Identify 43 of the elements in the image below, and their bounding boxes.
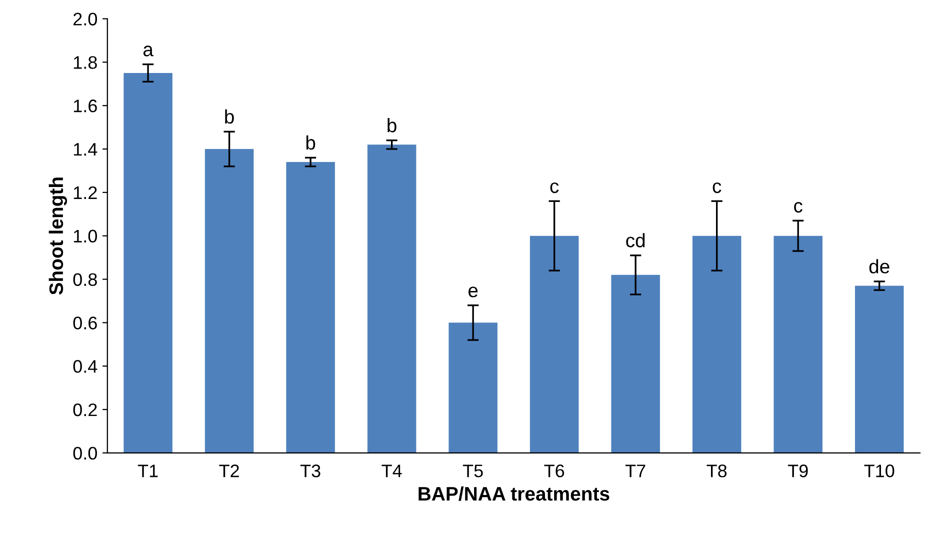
y-tick-label: 0.8 <box>73 273 97 286</box>
y-tick-label: 2.0 <box>74 12 97 26</box>
y-tick-label: 0.4 <box>73 360 98 373</box>
y-tick-label: 0.2 <box>73 403 97 416</box>
x-tick-label: T10 <box>864 464 894 478</box>
annotation: b <box>306 135 316 150</box>
bar <box>124 73 172 453</box>
y-tick-label: 1.2 <box>74 186 97 199</box>
annotation: a <box>143 46 154 56</box>
annotation: c <box>794 202 802 213</box>
y-tick-label: 1.8 <box>74 56 97 69</box>
bar <box>448 322 498 453</box>
x-tick-label: T2 <box>219 464 239 478</box>
y-tick-label: 0.6 <box>73 316 97 330</box>
x-tick-label: T9 <box>788 464 808 478</box>
annotation: de <box>869 259 890 274</box>
annotation: b <box>225 109 234 124</box>
bar <box>530 236 579 453</box>
y-tick-label: 1.6 <box>74 100 97 112</box>
y-tick-label: 1.0 <box>74 230 97 243</box>
x-tick-label: T3 <box>300 464 320 478</box>
bar <box>286 162 335 453</box>
annotation: cd <box>626 233 645 248</box>
x-tick-label: T8 <box>706 464 727 478</box>
bar <box>854 286 904 453</box>
y-tick-label: 1.4 <box>74 143 98 156</box>
bar <box>204 149 254 453</box>
x-axis-title: BAP/NAA treatments <box>418 486 610 501</box>
annotation: c <box>550 182 559 194</box>
x-tick-label: T6 <box>544 464 564 478</box>
x-tick-label: T1 <box>138 464 158 478</box>
x-tick-label: T7 <box>625 464 646 478</box>
bar <box>774 236 822 453</box>
y-axis-title: Shoot length <box>48 178 68 295</box>
annotation: b <box>388 118 396 132</box>
bar <box>692 236 742 453</box>
bar <box>367 144 416 453</box>
y-tick-label: 0.0 <box>73 446 97 460</box>
bar <box>611 274 660 453</box>
annotation: e <box>468 286 478 298</box>
x-tick-label: T4 <box>382 464 402 478</box>
x-tick-label: T5 <box>462 464 483 478</box>
annotation: c <box>712 182 722 194</box>
